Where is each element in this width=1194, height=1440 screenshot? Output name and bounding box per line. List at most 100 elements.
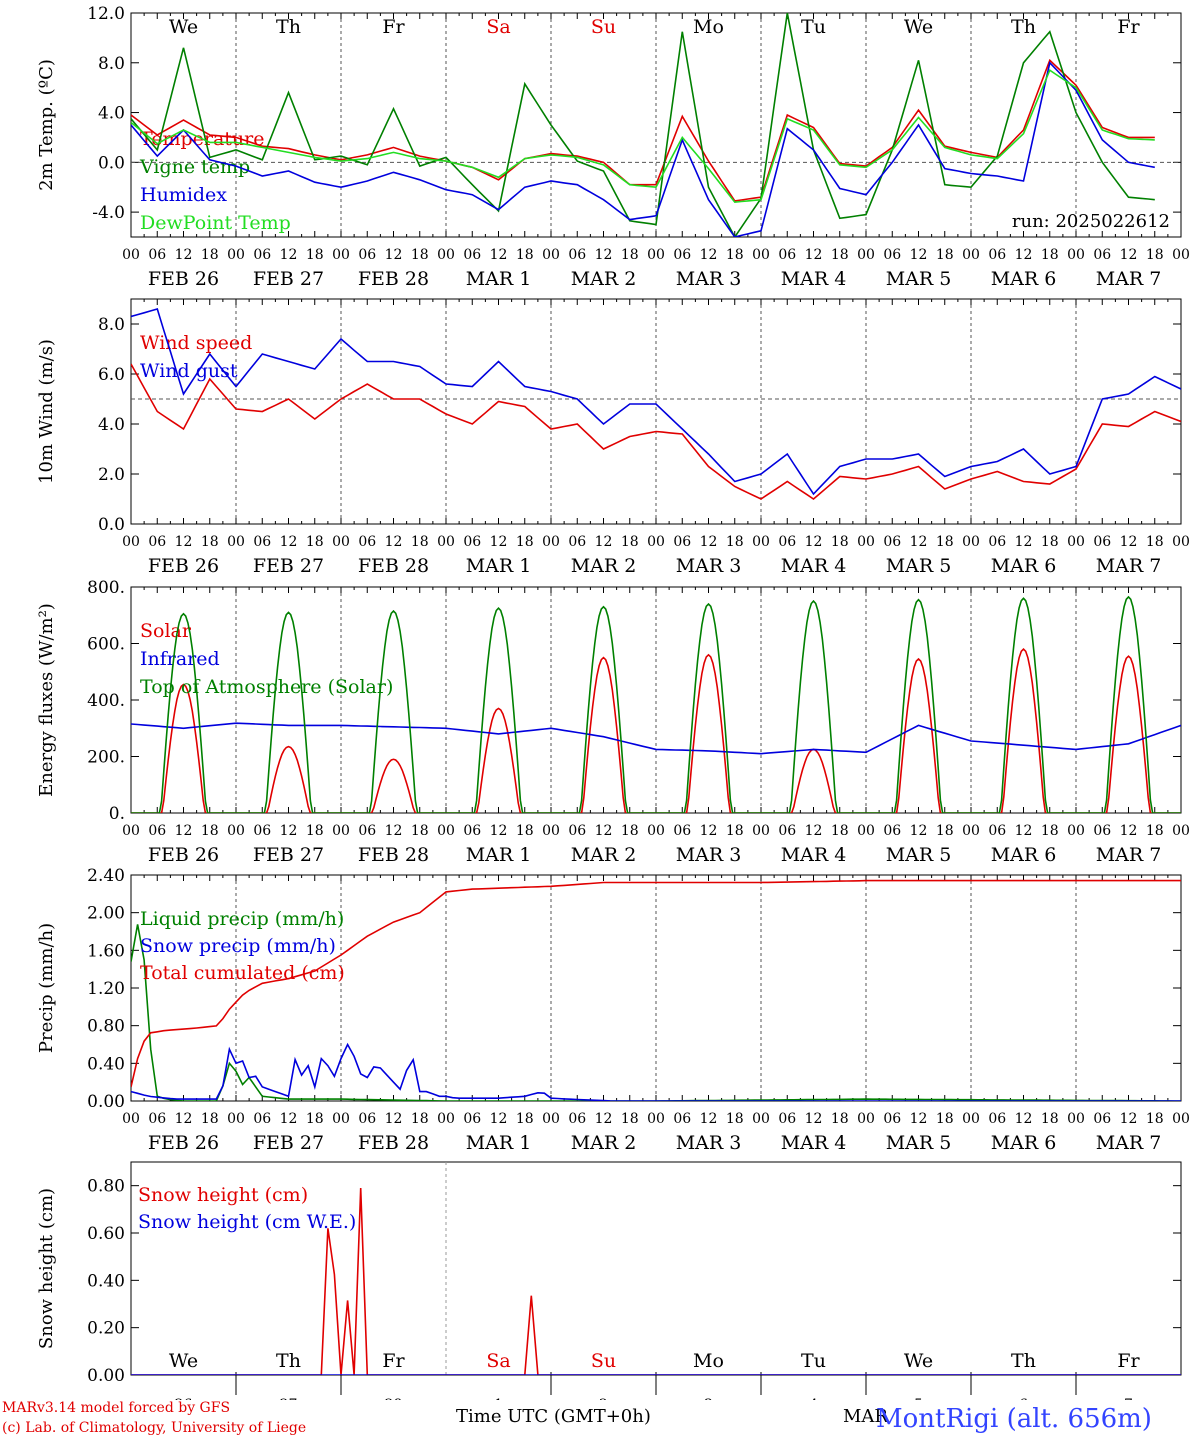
hour-tick-label: 18 [621, 823, 639, 839]
hour-tick-label: 12 [910, 534, 928, 550]
panel-3: 0. 200. 400. 600. 800. Energy fluxes (W/m²) 00… [36, 578, 1190, 866]
hour-tick-label: 12 [1015, 534, 1033, 550]
run-annotation: run: 2025022612 [1012, 211, 1170, 232]
hour-tick-label: 12 [1015, 247, 1033, 263]
hour-tick-label: 00 [1172, 534, 1190, 550]
hour-tick-label: 00 [752, 1111, 770, 1127]
hour-tick-label: 18 [516, 247, 534, 263]
hour-tick-label: 12 [280, 1111, 298, 1127]
hour-tick-label: 12 [175, 823, 193, 839]
day-number-label: 6 [1019, 1397, 1028, 1400]
hour-tick-label: 18 [726, 823, 744, 839]
y-tick-label: 12.0 [87, 4, 125, 24]
hour-tick-label: 00 [332, 247, 350, 263]
y-tick-label: 0.0 [98, 153, 125, 173]
date-label: MAR 3 [676, 268, 742, 290]
date-label: MAR 2 [571, 555, 637, 577]
date-label: MAR 2 [571, 268, 637, 290]
hour-tick-label: 00 [332, 823, 350, 839]
hour-tick-label: 18 [936, 1111, 954, 1127]
date-label: MAR 1 [466, 1132, 532, 1154]
date-label: MAR 3 [676, 844, 742, 866]
hour-tick-label: 00 [227, 823, 245, 839]
series-line-light_green [131, 68, 1155, 204]
hour-tick-label: 00 [122, 534, 140, 550]
plot-frame [130, 298, 1182, 525]
hour-tick-label: 00 [437, 534, 455, 550]
hour-tick-label: 18 [516, 1111, 534, 1127]
legend-entry: Wind speed [140, 332, 252, 354]
hour-tick-label: 12 [700, 247, 718, 263]
hour-tick-label: 00 [122, 823, 140, 839]
y-tick-label: 4.0 [98, 415, 125, 435]
hour-tick-label: 00 [437, 1111, 455, 1127]
hour-tick-label: 00 [437, 247, 455, 263]
hour-tick-label: 12 [490, 1111, 508, 1127]
hour-tick-label: 06 [253, 534, 271, 550]
hour-tick-label: 12 [385, 247, 403, 263]
date-label: MAR 5 [886, 555, 952, 577]
hour-tick-label: 00 [962, 534, 980, 550]
hour-tick-label: 00 [437, 823, 455, 839]
hour-tick-label: 12 [700, 534, 718, 550]
hour-tick-label: 06 [568, 1111, 586, 1127]
day-number-label: 3 [704, 1397, 713, 1400]
hour-tick-label: 18 [1146, 1111, 1164, 1127]
date-label: FEB 27 [253, 555, 324, 577]
hour-tick-label: 12 [595, 823, 613, 839]
date-label: MAR 2 [571, 1132, 637, 1154]
hour-tick-label: 00 [647, 823, 665, 839]
date-label: MAR 6 [991, 555, 1057, 577]
hour-tick-label: 12 [490, 534, 508, 550]
panel-2: 0.0 2.0 4.0 6.0 8.0 10m Wind (m/s) 00 06 12 18 FEB… [36, 298, 1190, 577]
hour-tick-label: 00 [962, 823, 980, 839]
weekday-label: Fr [1117, 1350, 1140, 1372]
date-label: FEB 26 [148, 1132, 219, 1154]
y-tick-label: -4.0 [92, 203, 125, 223]
day-number-label: 27 [280, 1397, 298, 1400]
hour-tick-label: 18 [1146, 823, 1164, 839]
hour-tick-label: 00 [1067, 1111, 1085, 1127]
hour-tick-label: 00 [857, 1111, 875, 1127]
hour-tick-label: 06 [568, 534, 586, 550]
hour-tick-label: 12 [385, 1111, 403, 1127]
date-label: MAR 3 [676, 555, 742, 577]
y-axis-label: Precip (mm/h) [36, 923, 57, 1053]
legend-entry: Infrared [140, 648, 220, 670]
day-number-label: 4 [809, 1397, 818, 1400]
hour-tick-label: 06 [253, 823, 271, 839]
hour-tick-label: 06 [358, 534, 376, 550]
date-label: MAR 6 [991, 844, 1057, 866]
y-tick-label: 6.0 [98, 365, 125, 385]
date-label: MAR 5 [886, 844, 952, 866]
hour-tick-label: 18 [831, 1111, 849, 1127]
hour-tick-label: 00 [227, 247, 245, 263]
y-tick-label: 8.0 [98, 315, 125, 335]
hour-tick-label: 12 [805, 823, 823, 839]
hour-tick-label: 18 [411, 823, 429, 839]
day-number-label: 7 [1124, 1397, 1133, 1400]
hour-tick-label: 12 [595, 1111, 613, 1127]
hour-tick-label: 06 [253, 247, 271, 263]
hour-tick-label: 06 [358, 1111, 376, 1127]
weekday-label: We [169, 1350, 198, 1372]
date-label: MAR 1 [466, 268, 532, 290]
legend-entry: Top of Atmosphere (Solar) [140, 676, 393, 698]
date-label: FEB 28 [358, 268, 429, 290]
y-axis-label: Energy fluxes (W/m²) [36, 603, 57, 797]
y-tick-label: 0.20 [87, 1319, 125, 1339]
hour-tick-label: 00 [752, 247, 770, 263]
hour-tick-label: 12 [700, 823, 718, 839]
series-line-blue [131, 308, 1181, 496]
y-tick-label: 4.0 [98, 104, 125, 124]
hour-tick-label: 06 [463, 823, 481, 839]
hour-tick-label: 12 [700, 1111, 718, 1127]
legend-entry: DewPoint Temp [140, 212, 291, 234]
hour-tick-label: 00 [332, 534, 350, 550]
hour-tick-label: 06 [568, 823, 586, 839]
hour-tick-label: 18 [1041, 823, 1059, 839]
hour-tick-label: 18 [201, 534, 219, 550]
hour-tick-label: 06 [148, 1111, 166, 1127]
hour-tick-label: 00 [542, 247, 560, 263]
day-number-label: 5 [914, 1397, 923, 1400]
